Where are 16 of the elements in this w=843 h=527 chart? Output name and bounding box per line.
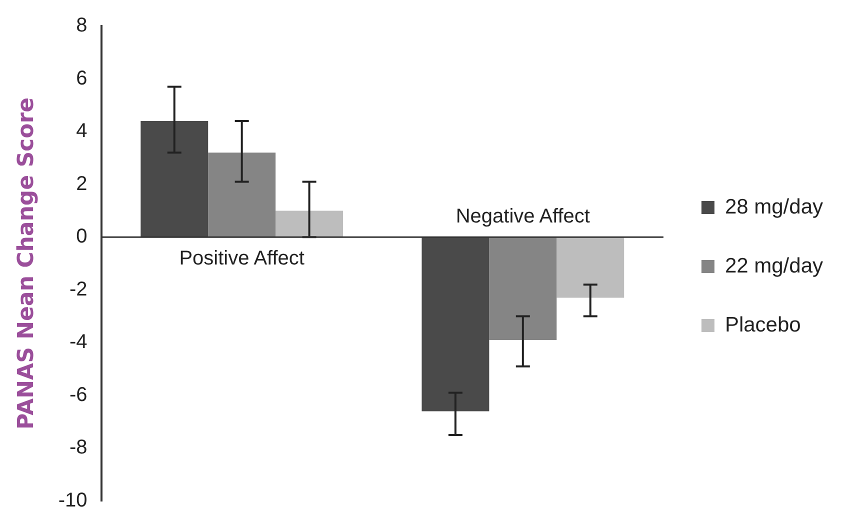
legend-label: 28 mg/day [724, 195, 824, 218]
y-tick-label: 6 [76, 67, 88, 90]
y-tick-label: 2 [76, 172, 88, 195]
y-tick-label: -4 [70, 331, 88, 354]
y-tick-label: -10 [58, 490, 88, 512]
legend-label: 22 mg/day [724, 254, 824, 278]
x-tick-label: Positive Affect [179, 248, 305, 270]
y-tick-label: 4 [76, 120, 88, 142]
x-tick-label: Negative Affect [456, 206, 590, 228]
y-tick-label: -8 [70, 436, 88, 459]
y-tick-label: -2 [70, 278, 88, 300]
y-tick-label: 8 [76, 14, 88, 37]
y-tick-label: 0 [76, 226, 88, 248]
y-tick-label: -6 [70, 384, 88, 406]
y-axis-title: PANAS Nean Change Score [14, 98, 39, 430]
legend-label: Placebo [724, 313, 801, 336]
